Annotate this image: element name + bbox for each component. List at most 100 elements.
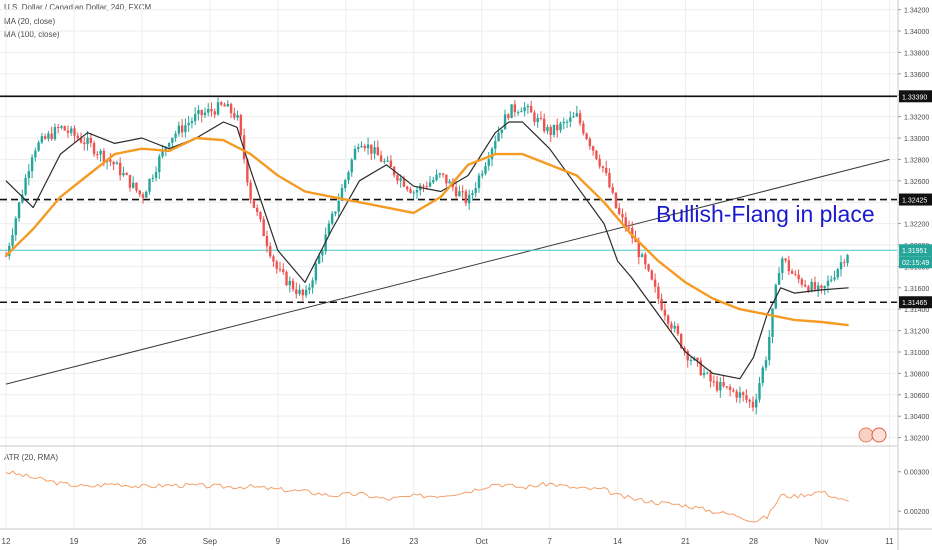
candle-body <box>461 191 464 193</box>
candle-body <box>781 258 784 273</box>
candle-body <box>758 383 761 400</box>
candle-body <box>565 121 569 123</box>
x-tick-label: Sep <box>203 537 218 546</box>
candle-body <box>647 264 650 271</box>
candle-body <box>259 211 262 220</box>
candle-body <box>794 273 797 275</box>
candle-body <box>660 298 663 310</box>
candle-body <box>582 123 585 134</box>
x-tick-label: 16 <box>341 537 350 546</box>
candle-body <box>569 117 572 122</box>
candle-body <box>50 133 53 140</box>
candle-body <box>164 146 168 150</box>
candle-body <box>751 401 755 408</box>
x-tick-label: 23 <box>409 537 418 546</box>
candle-body <box>803 284 807 287</box>
level-mid-badge-bg <box>899 193 932 206</box>
candle-body <box>99 150 102 155</box>
tradingview-events-icon[interactable] <box>858 427 888 443</box>
candle-body <box>699 360 702 376</box>
y-tick-label: 1.32800 <box>904 157 929 164</box>
candle-body <box>122 173 125 176</box>
candle-body <box>657 286 660 299</box>
candle-body <box>516 112 520 114</box>
candle-body <box>145 191 148 198</box>
candle-body <box>601 166 605 168</box>
candle-body <box>487 159 490 166</box>
candle-body <box>76 135 79 139</box>
candle-body <box>826 280 830 286</box>
candle-body <box>311 280 314 288</box>
atr-legend[interactable]: ATR (20, RMA) <box>4 453 59 462</box>
candle-body <box>112 161 115 165</box>
candle-body <box>771 308 774 337</box>
candle-body <box>663 309 667 316</box>
candle-body <box>823 285 826 289</box>
candle-body <box>445 174 448 184</box>
ma100-legend[interactable]: MA (100, close) <box>4 30 60 39</box>
candle-body <box>83 142 86 145</box>
candle-body <box>608 172 611 188</box>
candle-body <box>37 142 40 151</box>
candle-body <box>839 262 843 270</box>
candle-body <box>507 114 510 119</box>
candle-body <box>363 145 366 149</box>
candle-body <box>399 178 402 181</box>
candle-body <box>536 117 539 123</box>
candle-body <box>272 256 275 262</box>
y-tick-label: 1.30800 <box>904 371 929 378</box>
candle-body <box>376 147 380 156</box>
candle-body <box>689 360 693 362</box>
candle-body <box>728 386 732 390</box>
current-price-badge: 1.31951 <box>902 248 927 255</box>
candle-body <box>520 111 523 113</box>
candle-body <box>207 108 210 113</box>
candle-body <box>741 392 745 396</box>
candle-body <box>637 242 640 258</box>
candle-body <box>640 254 644 258</box>
x-tick-label: 26 <box>137 537 146 546</box>
candle-body <box>428 182 432 187</box>
candle-body <box>712 381 716 383</box>
candle-body <box>167 142 171 147</box>
candle-body <box>673 325 676 329</box>
candle-body <box>193 114 197 122</box>
candle-body <box>373 147 376 154</box>
candle-body <box>128 174 132 188</box>
candle-body <box>406 186 409 190</box>
x-tick-label: 28 <box>749 537 758 546</box>
candle-body <box>513 104 517 113</box>
candle-body <box>184 125 187 133</box>
candle-body <box>748 399 751 402</box>
candle-body <box>53 127 57 140</box>
candle-body <box>627 227 631 229</box>
x-tick-label: 19 <box>70 537 79 546</box>
candle-body <box>549 127 552 135</box>
candle-body <box>843 262 846 264</box>
candle-body <box>467 194 471 204</box>
candle-body <box>432 179 435 183</box>
candle-body <box>161 149 164 157</box>
candle-body <box>644 254 647 265</box>
candle-body <box>481 173 484 176</box>
atr-line <box>5 470 849 523</box>
candle-body <box>500 129 503 133</box>
y-tick-label: 1.31400 <box>904 307 929 314</box>
candle-body <box>17 202 21 219</box>
candle-body <box>269 246 272 257</box>
level-mid-badge: 1.32425 <box>902 198 927 205</box>
ma20-legend[interactable]: MA (20, close) <box>4 17 56 26</box>
candle-body <box>229 103 233 114</box>
y-tick-label: 1.33800 <box>904 50 929 57</box>
candle-body <box>807 286 810 292</box>
x-tick-label: 12 <box>2 537 11 546</box>
candle-body <box>347 172 350 181</box>
candle-body <box>738 392 742 398</box>
candle-body <box>89 137 93 144</box>
candle-body <box>138 190 141 195</box>
candle-body <box>360 145 363 148</box>
level-lower-badge: 1.31465 <box>902 300 927 307</box>
candle-body <box>386 160 389 162</box>
candle-body <box>334 211 337 214</box>
